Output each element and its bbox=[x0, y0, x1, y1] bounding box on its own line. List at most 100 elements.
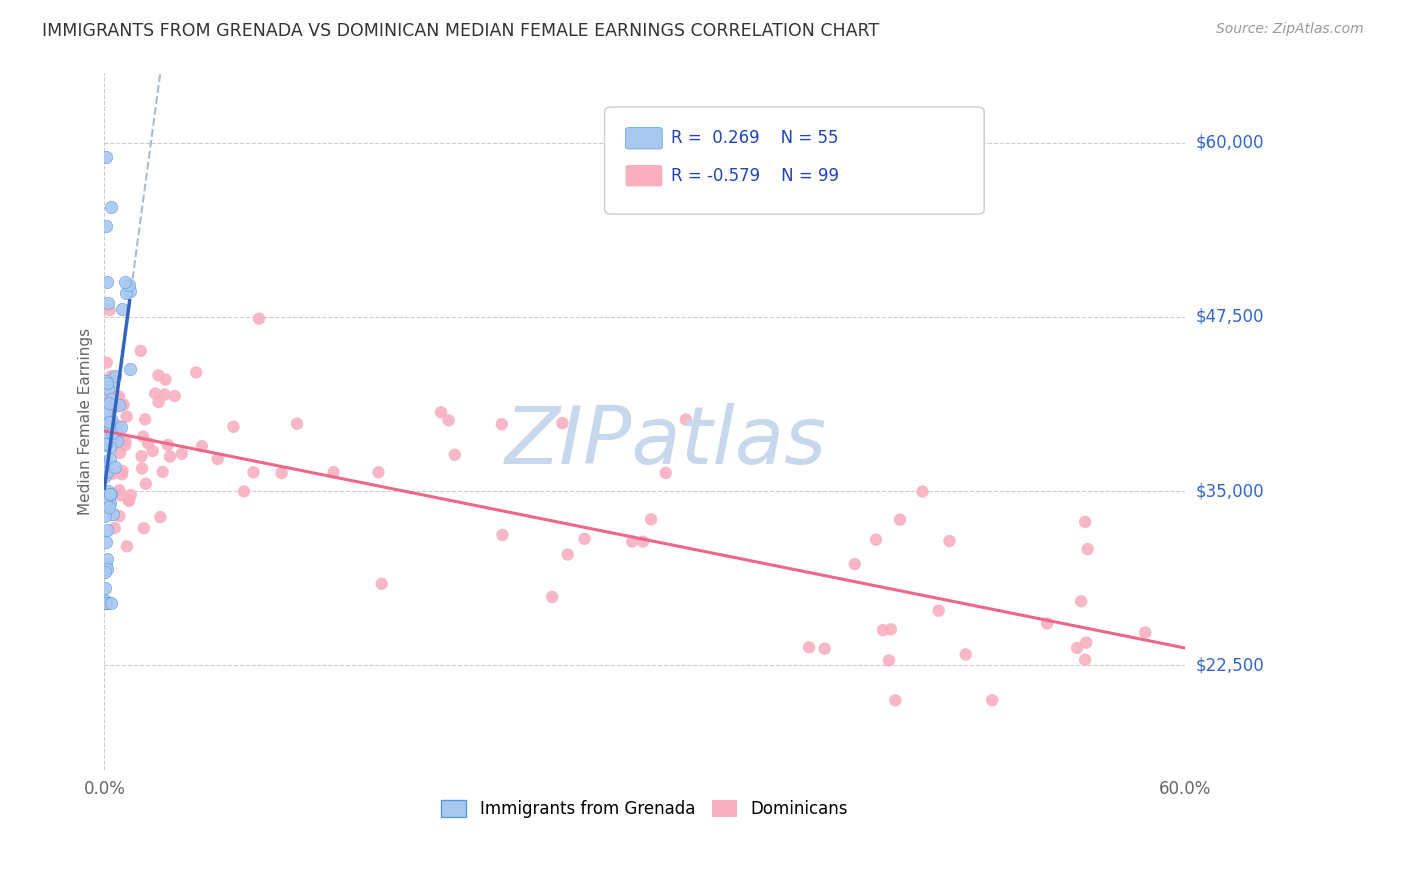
Point bbox=[105, 423, 128, 437]
Point bbox=[107, 418, 129, 433]
Point bbox=[94, 596, 117, 610]
Point bbox=[242, 466, 264, 480]
Point bbox=[938, 534, 960, 549]
Point bbox=[491, 417, 513, 432]
Point bbox=[101, 467, 124, 481]
Point bbox=[97, 383, 120, 397]
Point bbox=[96, 275, 118, 289]
Point bbox=[118, 278, 141, 293]
Point bbox=[1076, 635, 1098, 649]
Point bbox=[148, 368, 170, 383]
Point bbox=[110, 488, 132, 502]
Point bbox=[94, 405, 117, 419]
Text: $22,500: $22,500 bbox=[1195, 657, 1264, 674]
Point bbox=[1077, 542, 1099, 557]
Point bbox=[159, 450, 181, 464]
Point bbox=[94, 437, 117, 451]
Point bbox=[104, 521, 127, 535]
Point bbox=[98, 451, 121, 466]
Point bbox=[1036, 616, 1059, 631]
Point bbox=[981, 693, 1004, 707]
Point bbox=[103, 375, 125, 389]
Point bbox=[97, 415, 120, 429]
Point bbox=[120, 488, 142, 502]
Point bbox=[574, 532, 596, 546]
Point bbox=[104, 368, 127, 383]
Point bbox=[105, 434, 128, 449]
Point bbox=[104, 459, 127, 474]
Point bbox=[97, 483, 120, 498]
Point bbox=[285, 417, 308, 431]
Legend: Immigrants from Grenada, Dominicans: Immigrants from Grenada, Dominicans bbox=[434, 793, 855, 824]
Point bbox=[156, 438, 179, 452]
Point bbox=[100, 487, 122, 501]
Point bbox=[94, 456, 117, 470]
Point bbox=[148, 395, 170, 409]
Point bbox=[370, 577, 392, 591]
Point bbox=[142, 444, 165, 458]
Point bbox=[108, 433, 131, 447]
Point bbox=[557, 548, 579, 562]
Text: $47,500: $47,500 bbox=[1195, 308, 1264, 326]
Point bbox=[97, 396, 120, 410]
Point bbox=[94, 150, 117, 164]
Point bbox=[270, 466, 292, 480]
Point bbox=[100, 369, 122, 384]
Point bbox=[96, 376, 118, 391]
Point bbox=[96, 551, 118, 566]
Point bbox=[233, 484, 256, 499]
Point bbox=[247, 311, 270, 326]
Point bbox=[96, 562, 118, 576]
Point bbox=[132, 430, 155, 444]
Point bbox=[153, 387, 176, 401]
Point bbox=[136, 436, 159, 450]
Point bbox=[152, 465, 174, 479]
Point bbox=[110, 420, 132, 434]
Point bbox=[163, 389, 186, 403]
Point bbox=[112, 398, 135, 412]
Point bbox=[222, 419, 245, 434]
Point bbox=[118, 493, 141, 508]
Point bbox=[880, 623, 903, 637]
Point bbox=[541, 590, 564, 604]
Point bbox=[134, 412, 156, 426]
Point bbox=[1074, 653, 1097, 667]
Point bbox=[96, 523, 118, 537]
Point bbox=[911, 484, 934, 499]
Point bbox=[101, 507, 124, 521]
Text: ZIPatlas: ZIPatlas bbox=[505, 403, 827, 482]
Point bbox=[118, 493, 141, 508]
Point bbox=[631, 534, 654, 549]
Point bbox=[1066, 640, 1088, 655]
Point bbox=[491, 528, 513, 542]
Point bbox=[108, 389, 131, 403]
Point bbox=[872, 623, 894, 637]
Point bbox=[100, 412, 122, 426]
Point bbox=[797, 640, 820, 655]
Point bbox=[115, 409, 138, 424]
Text: R = -0.579    N = 99: R = -0.579 N = 99 bbox=[671, 167, 838, 185]
Text: Source: ZipAtlas.com: Source: ZipAtlas.com bbox=[1216, 22, 1364, 37]
Point bbox=[107, 428, 129, 442]
Point bbox=[621, 534, 644, 549]
Point bbox=[96, 392, 118, 407]
Point bbox=[1135, 625, 1157, 640]
Point bbox=[114, 276, 136, 290]
Point bbox=[143, 386, 166, 401]
Point bbox=[98, 486, 121, 500]
Point bbox=[98, 419, 121, 434]
Point bbox=[654, 466, 676, 480]
Point bbox=[118, 362, 141, 376]
Point bbox=[551, 416, 574, 430]
Point bbox=[100, 200, 122, 214]
Point bbox=[108, 509, 131, 524]
Text: $60,000: $60,000 bbox=[1195, 134, 1264, 152]
Point bbox=[367, 465, 389, 479]
Text: $35,000: $35,000 bbox=[1195, 483, 1264, 500]
Point bbox=[114, 434, 136, 448]
Point bbox=[675, 412, 697, 426]
Point bbox=[132, 521, 155, 535]
Point bbox=[94, 508, 117, 523]
Point bbox=[884, 693, 907, 707]
Point bbox=[118, 284, 141, 298]
